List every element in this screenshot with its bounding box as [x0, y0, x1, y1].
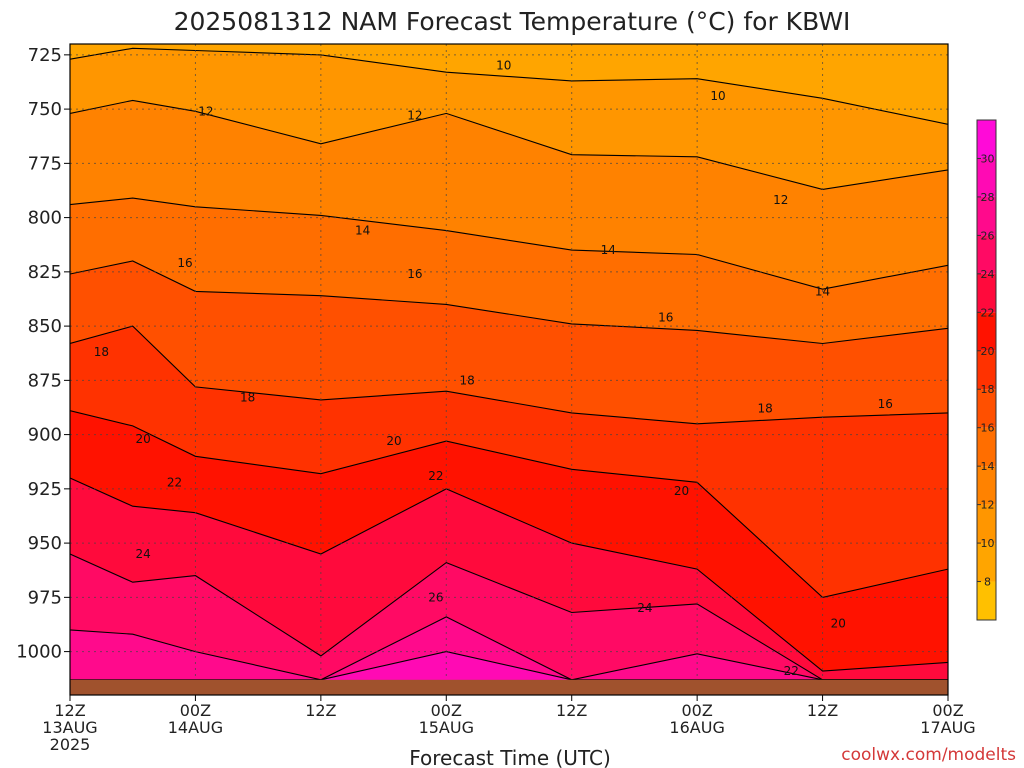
contour-label: 10 [710, 89, 725, 103]
colorbar-label: 24 [981, 268, 995, 281]
contour-label: 16 [658, 310, 673, 324]
contour-label: 24 [637, 601, 652, 615]
y-tick-label: 975 [28, 587, 62, 608]
y-tick-label: 775 [28, 153, 62, 174]
y-tick-label: 950 [28, 533, 62, 554]
colorbar-label: 10 [981, 537, 995, 550]
contour-label: 18 [94, 345, 109, 359]
isotherm-26 [70, 616, 948, 681]
plot-area: 10 10 12 12 12 14 14 14 16 16 16 16 18 18 18 18 20 20 20 20… [69, 43, 949, 696]
colorbar-swatch [977, 504, 996, 544]
contour-labels: 10 10 12 12 12 14 14 14 16 16 16 16 18 18 18 18 20 20 20 20… [94, 59, 893, 678]
x-tick-label: 12Z [807, 701, 838, 720]
contour-label: 20 [674, 484, 689, 498]
colorbar-label: 8 [984, 576, 991, 589]
x-tick-label: 16AUG [669, 718, 724, 737]
contour-label: 16 [177, 256, 192, 270]
y-tick-label: 725 [28, 45, 62, 66]
y-tick-label: 850 [28, 316, 62, 337]
colorbar-label: 30 [981, 152, 995, 165]
contour-label: 20 [386, 434, 401, 448]
colorbar-label: 14 [981, 460, 995, 473]
contour-label: 12 [773, 193, 788, 207]
isotherm-18 [70, 325, 948, 425]
colorbar-label: 18 [981, 383, 995, 396]
isotherm-16 [70, 260, 948, 345]
isotherm-24 [70, 553, 948, 681]
isotherm-10 [70, 47, 948, 125]
contour-label: 22 [784, 664, 799, 678]
contour-label: 22 [167, 475, 182, 489]
filled-contours [70, 44, 948, 695]
colorbar-swatch [977, 389, 996, 428]
colorbar-label: 22 [981, 306, 995, 319]
x-tick-label: 00Z [932, 701, 963, 720]
colorbar-swatch [977, 466, 996, 505]
colorbar-legend: 8 10 12 14 16 18 20 22 24 26 28 30 [976, 119, 997, 621]
contour-label: 18 [460, 373, 475, 387]
colorbar-label: 16 [981, 422, 995, 435]
x-tick-label: 00Z [180, 701, 211, 720]
x-tick-label: 12Z [556, 701, 587, 720]
y-tick-label: 1000 [16, 642, 62, 663]
x-tick-label: 13AUG [42, 718, 97, 737]
x-tick-label: 12Z [305, 701, 336, 720]
contour-label: 18 [757, 402, 772, 416]
chart-title: 2025081312 NAM Forecast Temperature (°C)… [174, 7, 851, 36]
colorbar-swatch [977, 235, 996, 274]
contour-label: 10 [496, 59, 511, 73]
colorbar-frame [976, 119, 997, 621]
contour-label: 14 [601, 243, 616, 257]
contour-label: 26 [428, 590, 443, 604]
contour-label: 18 [240, 391, 255, 405]
credit-link[interactable]: coolwx.com/modelts [841, 745, 1016, 765]
colorbar-swatch [977, 312, 996, 351]
colorbar-label: 26 [981, 229, 995, 242]
colorbar-swatch [977, 543, 996, 582]
contour-label: 20 [136, 432, 151, 446]
isotherm-12 [70, 99, 948, 190]
contour-label: 14 [355, 224, 370, 238]
x-tick-label: 12Z [54, 701, 85, 720]
y-tick-label: 900 [28, 425, 62, 446]
x-axis-title: Forecast Time (UTC) [409, 746, 611, 768]
contour-label: 12 [407, 109, 422, 123]
colorbar-label: 28 [981, 191, 995, 204]
contour-label: 16 [878, 397, 893, 411]
colorbar-swatch [977, 427, 996, 467]
y-tick-label: 925 [28, 479, 62, 500]
colorbar-label: 20 [981, 345, 995, 358]
contour-label: 22 [428, 469, 443, 483]
colorbar-swatch [977, 273, 996, 313]
contour-label: 24 [136, 547, 151, 561]
contour-label: 20 [831, 616, 846, 630]
colorbar-swatch [977, 196, 996, 236]
x-tick-label: 00Z [431, 701, 462, 720]
y-tick-label: 825 [28, 262, 62, 283]
colorbar-label: 12 [981, 499, 995, 512]
x-tick-label: 17AUG [920, 718, 975, 737]
y-tick-label: 750 [28, 99, 62, 120]
y-tick-label: 875 [28, 370, 62, 391]
contour-label: 16 [407, 267, 422, 281]
contour-label: 12 [198, 104, 213, 118]
contour-label: 14 [815, 284, 830, 298]
plot-frame [69, 43, 949, 696]
colorbar-swatch [977, 350, 996, 390]
colorbar-swatch [977, 120, 996, 159]
x-tick-label: 2025 [50, 735, 91, 754]
y-axis: 725 750 775 800 825 850 875 900 925 950 975 1000 [16, 45, 70, 663]
ground-surface [70, 679, 948, 695]
colorbar-swatch [977, 158, 996, 197]
x-tick-label: 00Z [681, 701, 712, 720]
temperature-band-26 [70, 616, 948, 695]
x-tick-label: 14AUG [168, 718, 223, 737]
x-tick-label: 15AUG [419, 718, 474, 737]
y-tick-label: 800 [28, 208, 62, 229]
colorbar-swatch [977, 581, 996, 620]
